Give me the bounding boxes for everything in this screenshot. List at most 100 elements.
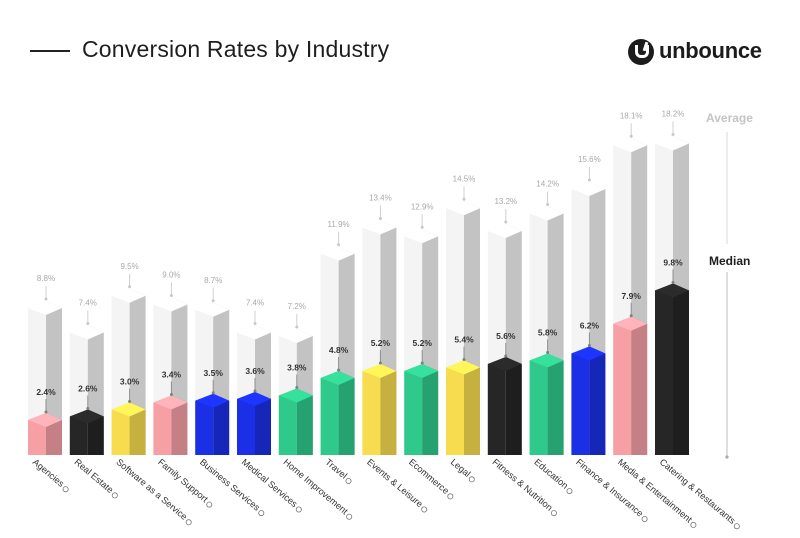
family-icon — [206, 501, 213, 508]
median-bar-3-front — [111, 402, 130, 455]
average-dot-10 — [420, 225, 424, 229]
average-bar-4-cap — [153, 297, 188, 312]
median-dot-10 — [420, 361, 424, 365]
coin-icon — [641, 516, 648, 523]
median-bar-7-front — [278, 388, 297, 455]
median-dot-12 — [504, 354, 508, 358]
average-label-8: 11.9% — [328, 220, 350, 229]
median-bar-14-side — [589, 346, 606, 455]
average-dot-3 — [128, 285, 132, 289]
median-label-7: 3.8% — [287, 363, 307, 373]
median-bar-6-front — [237, 392, 255, 455]
bar-group-6: 7.4% 3.6% — [237, 299, 271, 455]
plane-icon — [345, 477, 352, 484]
median-bar-11-side — [464, 360, 480, 455]
median-bar-8-cap — [320, 371, 355, 385]
average-dot-16 — [671, 133, 675, 136]
average-dot-14 — [587, 178, 591, 182]
bar-group-11: 14.5% 5.4% — [446, 174, 480, 455]
median-bar-9-side — [380, 364, 397, 455]
gavel-icon — [468, 476, 475, 483]
category-label-2: Real Estate — [73, 457, 116, 495]
median-dot-8 — [337, 368, 341, 372]
play-icon — [690, 521, 697, 528]
legend-median: Median — [709, 254, 751, 268]
median-label-9: 5.2% — [371, 338, 391, 348]
average-dot-7 — [295, 325, 299, 329]
category-label-8: Travel — [323, 457, 349, 481]
median-bar-10-cap — [404, 364, 439, 378]
median-dot-14 — [587, 344, 591, 347]
bar-group-10: 12.9% 5.2% — [404, 202, 439, 455]
bar-group-14: 15.6% 6.2% — [571, 155, 606, 455]
title-rule — [30, 50, 70, 52]
median-bar-5-cap — [195, 393, 230, 408]
median-bar-9-cap — [362, 364, 397, 378]
median-label-13: 5.8% — [538, 328, 558, 338]
median-bar-14-front — [571, 346, 590, 455]
median-dot-5 — [211, 391, 215, 395]
median-dot-6 — [253, 389, 257, 393]
average-dot-2 — [86, 322, 90, 325]
median-bar-1-cap — [28, 413, 62, 427]
utensils-icon — [733, 523, 740, 530]
bar-group-15: 18.1% 7.9% — [613, 111, 648, 455]
average-dot-6 — [253, 322, 257, 325]
median-dot-9 — [378, 361, 382, 365]
median-dot-15 — [629, 314, 633, 318]
median-bar-5-front — [195, 393, 214, 455]
median-label-14: 6.2% — [580, 321, 600, 331]
category-label-11: Legal — [449, 457, 473, 479]
average-label-15: 18.1% — [620, 111, 643, 120]
cart-icon — [447, 493, 454, 500]
average-dot-1 — [44, 297, 48, 301]
median-bar-15-front — [613, 316, 632, 455]
median-dot-3 — [128, 400, 132, 403]
median-dot-11 — [462, 358, 466, 361]
median-bar-3-cap — [111, 402, 146, 417]
smiley-icon — [185, 519, 192, 526]
median-bar-16-cap — [655, 283, 689, 298]
average-dot-11 — [462, 197, 466, 201]
average-bar-6-cap — [237, 325, 271, 340]
median-bar-8-side — [338, 371, 355, 455]
average-label-7: 7.2% — [288, 302, 306, 311]
median-bar-14-cap — [571, 346, 606, 361]
median-label-6: 3.6% — [245, 366, 265, 376]
median-label-2: 2.6% — [78, 384, 98, 394]
average-dot-15 — [629, 134, 633, 138]
median-bar-7-side — [296, 388, 313, 455]
median-bar-12-cap — [487, 357, 522, 371]
median-dot-7 — [295, 386, 299, 389]
median-bar-15-side — [631, 316, 648, 455]
median-bar-11-cap — [446, 360, 480, 375]
book-icon — [566, 488, 573, 495]
toolbox-icon — [346, 513, 353, 520]
brand-logo: unbounce — [628, 38, 778, 68]
average-bar-9-cap — [362, 220, 397, 235]
median-label-8: 4.8% — [329, 345, 349, 355]
median-dot-16 — [671, 281, 675, 284]
average-label-6: 7.4% — [246, 299, 264, 308]
average-bar-10-cap — [404, 229, 439, 244]
house-icon — [111, 492, 118, 499]
category-label-1: Agencies — [31, 457, 67, 489]
average-bar-1-cap — [28, 301, 62, 315]
average-label-13: 14.2% — [536, 180, 559, 189]
bar-group-7: 7.2% 3.8% — [278, 302, 313, 455]
average-bar-14-cap — [571, 182, 606, 196]
median-bar-10-side — [422, 364, 439, 455]
average-label-11: 14.5% — [453, 174, 476, 183]
median-label-4: 3.4% — [162, 370, 182, 380]
median-dot-13 — [546, 351, 550, 354]
average-label-5: 8.7% — [204, 276, 222, 285]
median-bar-12-side — [505, 357, 522, 455]
ticket-icon — [421, 506, 428, 513]
median-bar-3-side — [129, 402, 146, 455]
average-dot-12 — [504, 220, 508, 224]
bar-group-16: 18.2% 9.8% — [655, 110, 689, 455]
median-label-16: 9.8% — [663, 258, 683, 268]
median-bar-13-cap — [529, 353, 564, 368]
unbounce-logo-icon — [628, 39, 654, 65]
